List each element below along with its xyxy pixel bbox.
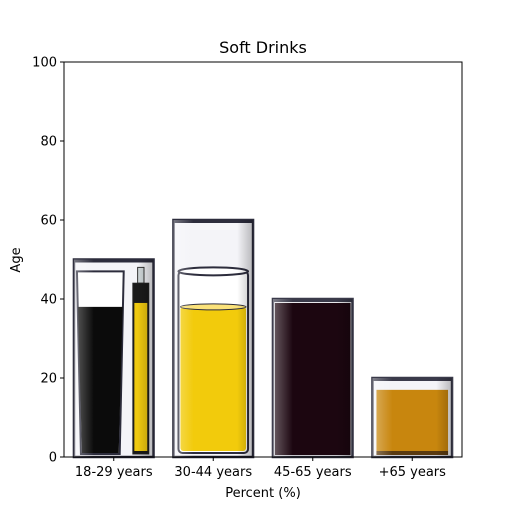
bar (273, 299, 353, 457)
bar (74, 260, 154, 458)
y-tick-label: 20 (40, 372, 57, 387)
bar (372, 378, 452, 457)
y-tick-label: 40 (40, 293, 57, 308)
bar-sheen (173, 220, 253, 457)
y-tick-label: 0 (49, 451, 57, 466)
x-tick-label: +65 years (379, 465, 447, 480)
y-axis-label: Age (9, 247, 24, 272)
bar-sheen (273, 299, 353, 457)
chart-title: Soft Drinks (219, 38, 307, 57)
y-tick-label: 100 (32, 56, 57, 71)
x-tick-label: 45-65 years (274, 465, 352, 480)
bar-sheen (372, 378, 452, 457)
y-tick-label: 80 (40, 135, 57, 150)
x-tick-label: 30-44 years (174, 465, 252, 480)
y-axis: 0 20 40 60 80 100 (32, 56, 64, 466)
bar (173, 220, 253, 457)
x-axis: 18-29 years 30-44 years 45-65 years +65 yea… (75, 457, 446, 480)
bar-sheen (74, 260, 154, 458)
bars-group (74, 220, 452, 457)
x-tick-label: 18-29 years (75, 465, 153, 480)
x-axis-label: Percent (%) (225, 486, 301, 501)
y-tick-label: 60 (40, 214, 57, 229)
